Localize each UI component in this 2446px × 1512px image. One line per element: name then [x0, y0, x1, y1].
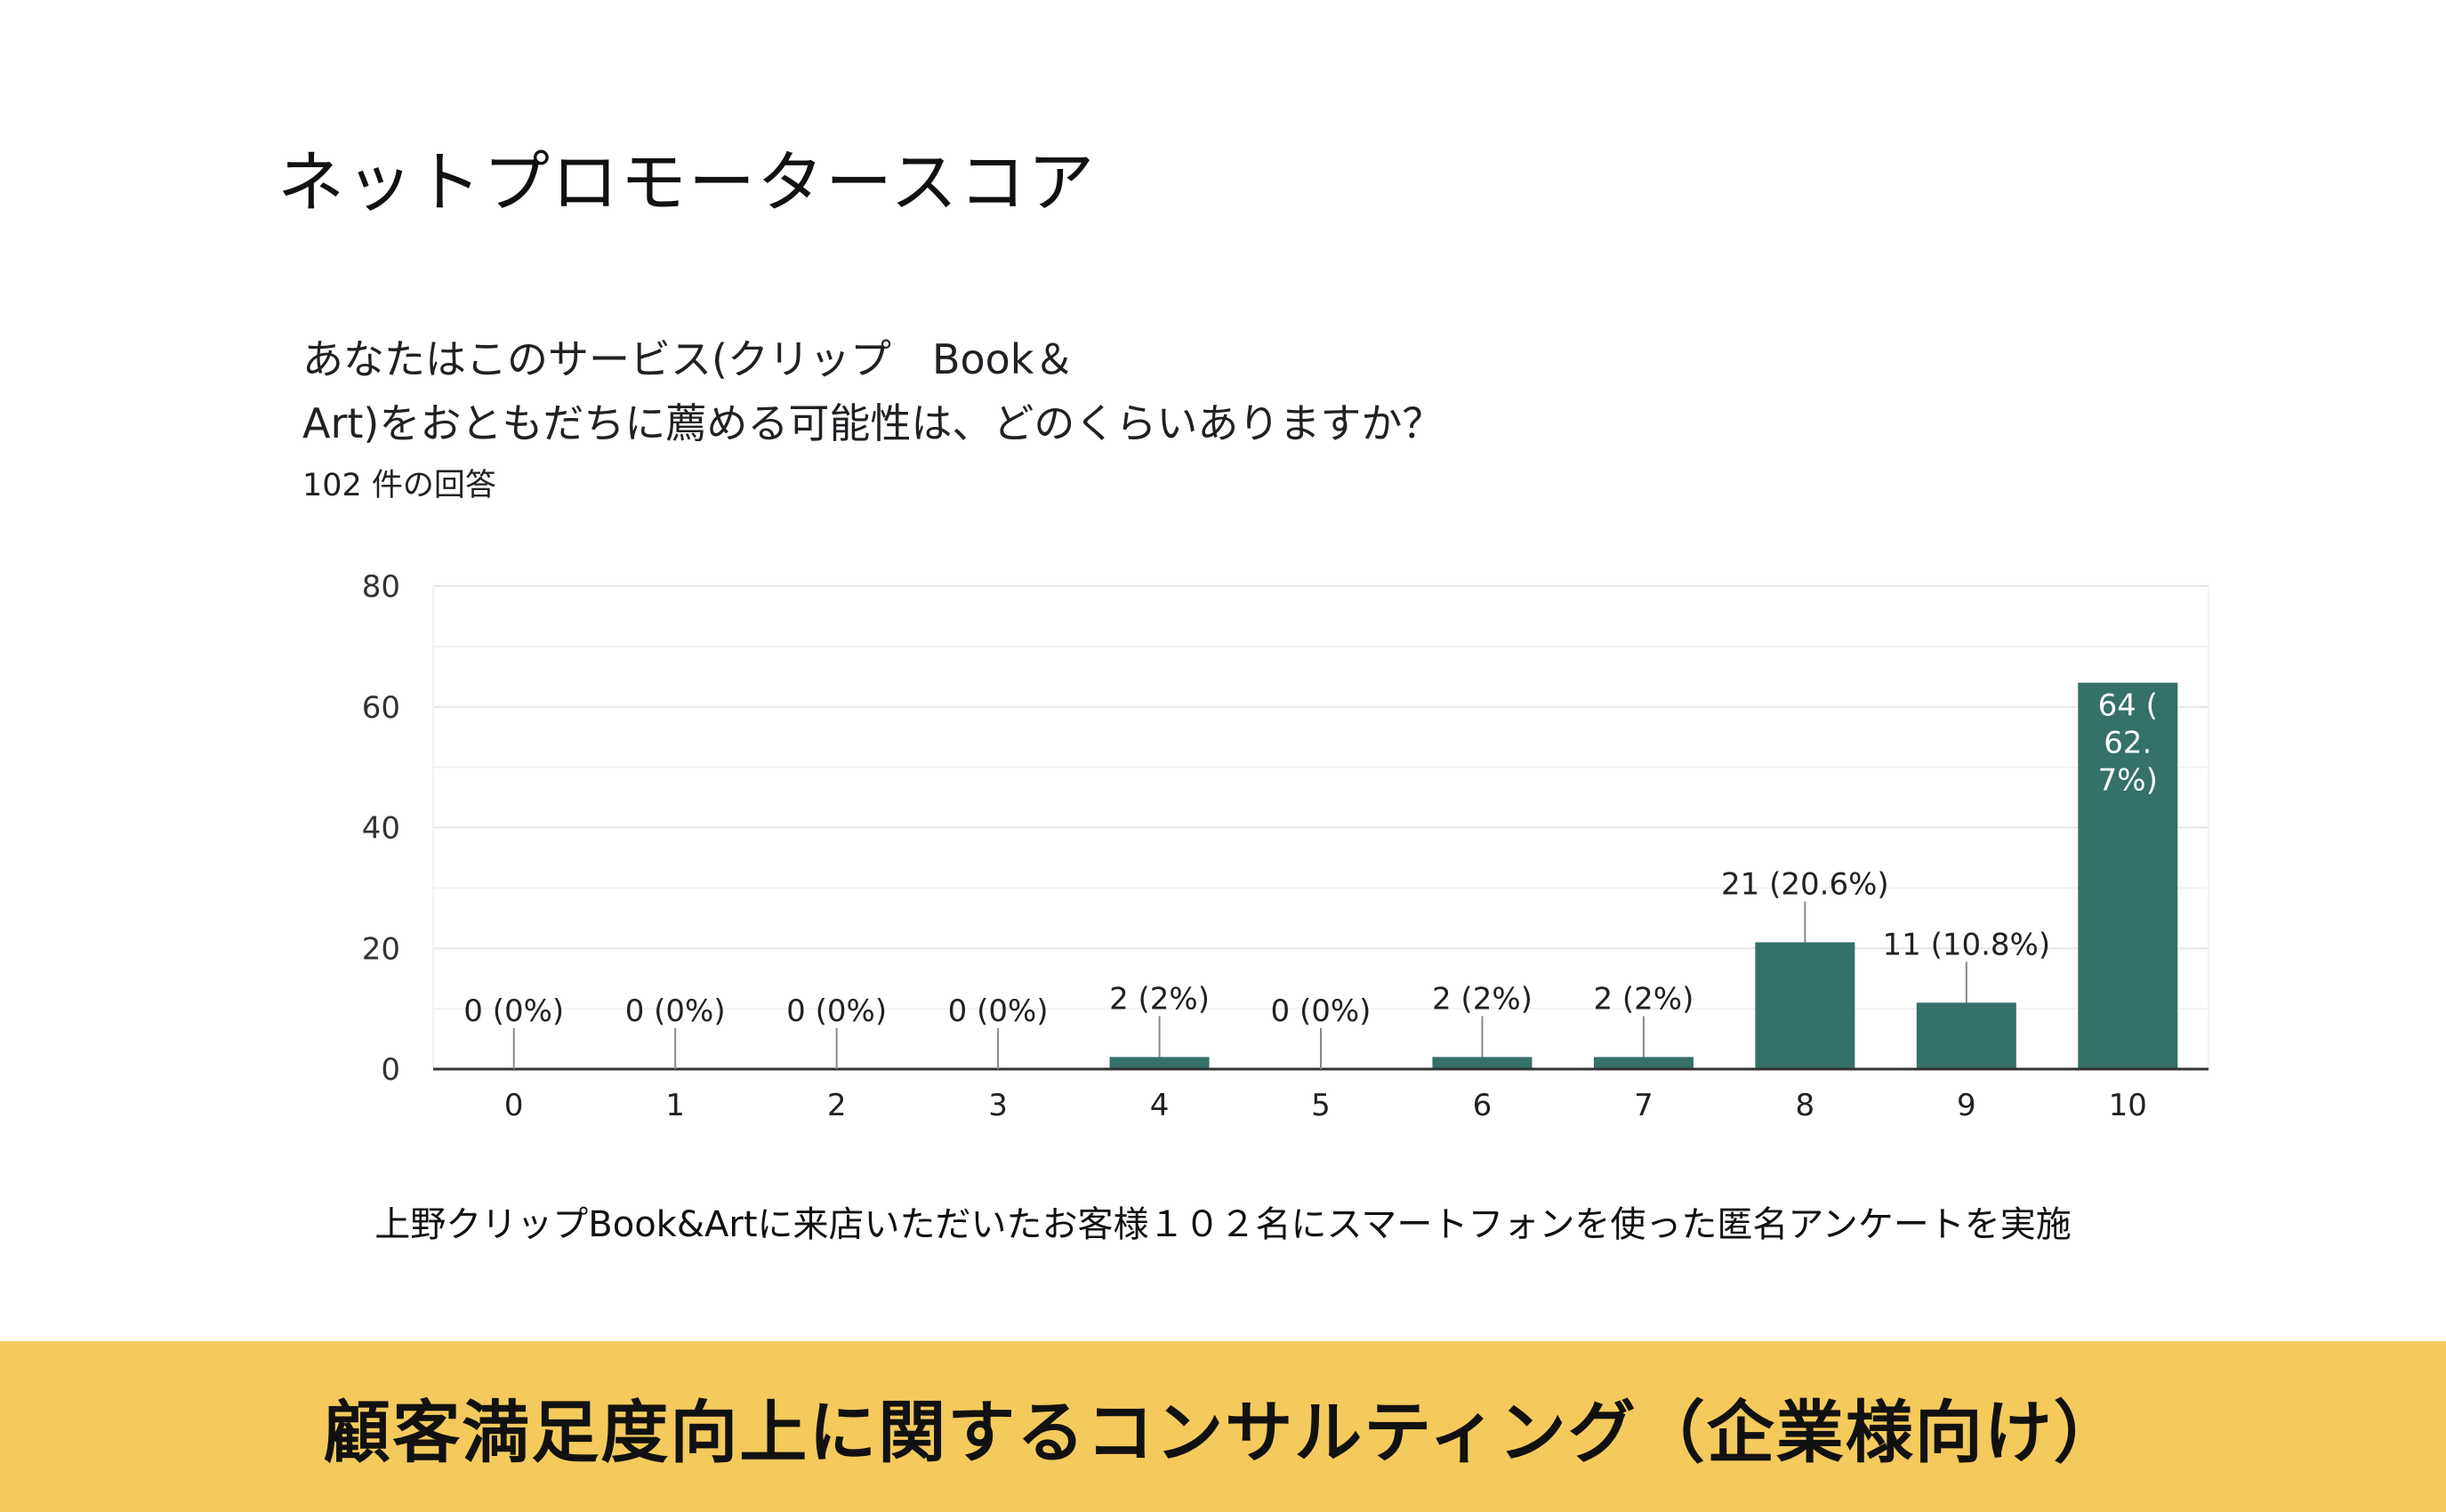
survey-question: あなたはこのサービス(クリップ Book＆ Art)をおともだちに薦める可能性は… — [302, 327, 1637, 455]
x-tick-label: 5 — [1311, 1088, 1331, 1123]
x-tick-label: 3 — [988, 1088, 1008, 1123]
bar-6 — [1432, 1057, 1533, 1069]
x-tick-label: 9 — [1957, 1088, 1976, 1123]
response-count: 102 件の回答 — [302, 468, 496, 503]
x-tick-label: 7 — [1634, 1088, 1653, 1123]
x-tick-label: 2 — [827, 1088, 847, 1123]
bar-9 — [1916, 1002, 2016, 1069]
y-tick-label: 0 — [381, 1052, 400, 1088]
x-tick-label: 0 — [504, 1088, 524, 1123]
question-line-1: あなたはこのサービス(クリップ Book＆ — [302, 335, 1075, 383]
data-label: 0 (0%) — [1271, 993, 1372, 1029]
bar-4 — [1109, 1057, 1210, 1069]
data-label-line: 7%) — [2098, 763, 2158, 799]
x-tick-label: 8 — [1796, 1088, 1815, 1123]
data-label: 2 (2%) — [1593, 981, 1694, 1017]
data-label: 0 (0%) — [463, 993, 564, 1029]
y-tick-label: 20 — [362, 931, 400, 967]
data-label: 0 (0%) — [948, 993, 1049, 1029]
bar-8 — [1755, 942, 1855, 1069]
data-label: 0 (0%) — [625, 993, 726, 1029]
data-label-line: 62. — [2104, 726, 2152, 761]
y-tick-label: 80 — [362, 569, 400, 605]
banner-text: 顧客満足度向上に関するコンサルティング（企業様向け） — [323, 1393, 2123, 1472]
label-leaders — [512, 901, 1967, 1069]
chart-grid — [432, 585, 2209, 1069]
bottom-banner: 顧客満足度向上に関するコンサルティング（企業様向け） — [0, 1341, 2446, 1512]
bar-7 — [1593, 1057, 1694, 1069]
x-tick-label: 10 — [2109, 1088, 2147, 1123]
data-label: 21 (20.6%) — [1721, 866, 1889, 902]
data-label: 11 (10.8%) — [1883, 927, 2051, 962]
data-label-line: 64 ( — [2098, 688, 2158, 724]
page-title: ネットプロモータースコア — [278, 143, 1097, 221]
survey-caption: 上野クリップBook&Artに来店いただいたお客様１０２名にスマートフォンを使っ… — [374, 1204, 2072, 1245]
bar-10 — [2078, 682, 2178, 1069]
y-axis-ticks: 0 20 40 60 80 — [362, 569, 400, 1088]
question-line-2: Art)をおともだちに薦める可能性は、どのくらいありますか？ — [302, 399, 1444, 447]
y-tick-label: 40 — [362, 811, 400, 847]
x-axis-ticks: 0 1 2 3 4 5 6 7 8 9 10 — [504, 1088, 2147, 1123]
data-label: 2 (2%) — [1432, 981, 1533, 1017]
x-tick-label: 4 — [1150, 1088, 1170, 1123]
data-label: 0 (0%) — [786, 993, 887, 1029]
chart-bars — [1109, 682, 2178, 1069]
y-tick-label: 60 — [362, 690, 400, 726]
x-tick-label: 6 — [1473, 1088, 1493, 1123]
data-label-inside: 64 (62. 7%) — [2098, 688, 2158, 799]
data-labels: 0 (0%) 0 (0%) 0 (0%) 0 (0%) 2 (2%) 0 (0%) 2 (2… — [463, 688, 2158, 1029]
data-label: 2 (2%) — [1109, 981, 1210, 1017]
x-tick-label: 1 — [665, 1088, 685, 1123]
